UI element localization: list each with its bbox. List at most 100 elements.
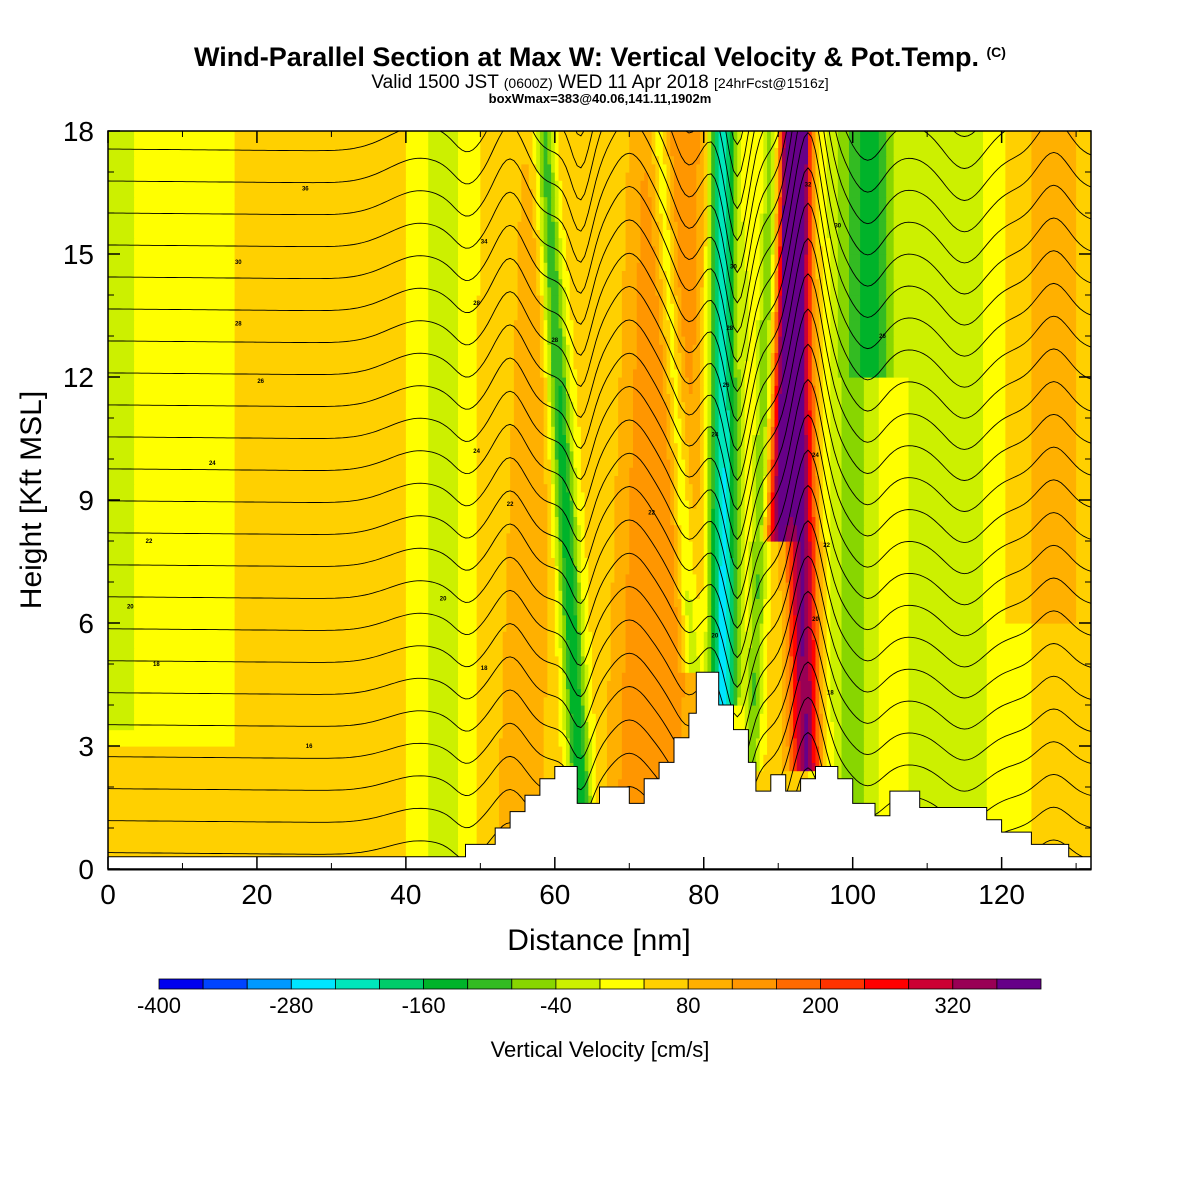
velocity-cell: [740, 467, 746, 476]
velocity-cell: [577, 557, 582, 567]
velocity-cell: [822, 729, 828, 739]
velocity-cell: [476, 787, 500, 796]
velocity-cell: [718, 295, 727, 304]
velocity-cell: [718, 549, 723, 558]
velocity-cell: [729, 639, 735, 649]
velocity-cell: [863, 483, 880, 493]
velocity-cell: [558, 532, 563, 542]
velocity-cell: [714, 344, 720, 353]
velocity-cell: [748, 606, 753, 616]
velocity-cell: [108, 163, 135, 173]
velocity-cell: [565, 606, 575, 616]
colorbar-swatch: [643, 978, 689, 990]
velocity-cell: [815, 623, 820, 632]
velocity-cell: [565, 639, 571, 649]
velocity-cell: [666, 368, 671, 378]
velocity-cell: [804, 475, 809, 485]
velocity-cell: [804, 442, 809, 452]
velocity-cell: [767, 557, 772, 567]
velocity-cell: [428, 631, 459, 640]
velocity-cell: [688, 614, 694, 624]
velocity-cell: [830, 467, 843, 476]
velocity-cell: [458, 770, 478, 780]
velocity-cell: [781, 614, 787, 624]
velocity-cell: [804, 229, 809, 239]
velocity-cell: [458, 647, 478, 657]
velocity-cell: [703, 270, 709, 280]
velocity-cell: [815, 319, 820, 329]
velocity-cell: [781, 180, 787, 189]
velocity-cell: [569, 401, 575, 411]
velocity-cell: [733, 524, 738, 534]
velocity-cell: [405, 844, 429, 854]
velocity-cell: [863, 746, 880, 755]
velocity-cell: [681, 557, 694, 567]
velocity-cell: [633, 401, 668, 411]
velocity-cell: [878, 467, 910, 476]
velocity-cell: [744, 450, 753, 460]
velocity-cell: [718, 188, 727, 198]
forecast-info: [24hrFcst@1516z]: [714, 75, 829, 91]
velocity-cell: [562, 418, 567, 427]
velocity-cell: [793, 573, 798, 583]
velocity-cell: [558, 237, 563, 247]
velocity-cell: [573, 729, 582, 739]
velocity-cell: [726, 278, 731, 288]
velocity-cell: [755, 524, 761, 534]
velocity-cell: [554, 467, 560, 476]
velocity-cell: [692, 360, 701, 370]
velocity-cell: [770, 442, 776, 452]
velocity-cell: [510, 434, 545, 444]
velocity-cell: [108, 180, 135, 189]
velocity-cell: [517, 221, 534, 230]
velocity-cell: [983, 508, 1006, 517]
velocity-cell: [770, 590, 783, 599]
velocity-cell: [737, 303, 750, 312]
velocity-cell: [1076, 442, 1091, 452]
velocity-cell: [778, 196, 783, 206]
velocity-cell: [558, 221, 563, 230]
velocity-cell: [551, 188, 556, 198]
velocity-cell: [1031, 746, 1091, 755]
velocity-cell: [737, 467, 742, 476]
velocity-cell: [673, 163, 697, 173]
velocity-cell: [681, 319, 697, 329]
velocity-cell: [752, 508, 757, 517]
velocity-cell: [1031, 327, 1077, 337]
velocity-cell: [458, 204, 481, 214]
velocity-cell: [134, 631, 236, 640]
velocity-cell: [565, 565, 575, 575]
velocity-cell: [737, 582, 742, 591]
velocity-cell: [554, 475, 560, 485]
velocity-cell: [547, 303, 552, 312]
velocity-cell: [480, 131, 534, 140]
velocity-cell: [573, 516, 578, 526]
velocity-cell: [480, 147, 534, 157]
velocity-cell: [610, 606, 627, 616]
velocity-cell: [796, 672, 809, 681]
velocity-cell: [539, 278, 545, 288]
velocity-cell: [573, 737, 582, 747]
velocity-cell: [428, 459, 459, 468]
velocity-cell: [737, 590, 742, 599]
velocity-cell: [774, 286, 779, 296]
velocity-cell: [636, 286, 656, 296]
velocity-cell: [670, 131, 701, 140]
velocity-cell: [681, 705, 697, 714]
velocity-cell: [703, 344, 709, 353]
velocity-cell: [826, 631, 831, 640]
velocity-cell: [1005, 172, 1033, 181]
velocity-cell: [1031, 565, 1077, 575]
velocity-cell: [781, 270, 805, 280]
velocity-cell: [860, 295, 880, 304]
velocity-cell: [752, 459, 757, 468]
velocity-cell: [677, 467, 686, 476]
velocity-cell: [458, 254, 481, 263]
velocity-cell: [405, 303, 429, 312]
velocity-cell: [837, 221, 850, 230]
velocity-cell: [811, 672, 817, 681]
velocity-cell: [983, 377, 1006, 386]
velocity-cell: [703, 245, 709, 255]
velocity-cell: [551, 483, 556, 493]
velocity-cell: [841, 377, 865, 386]
